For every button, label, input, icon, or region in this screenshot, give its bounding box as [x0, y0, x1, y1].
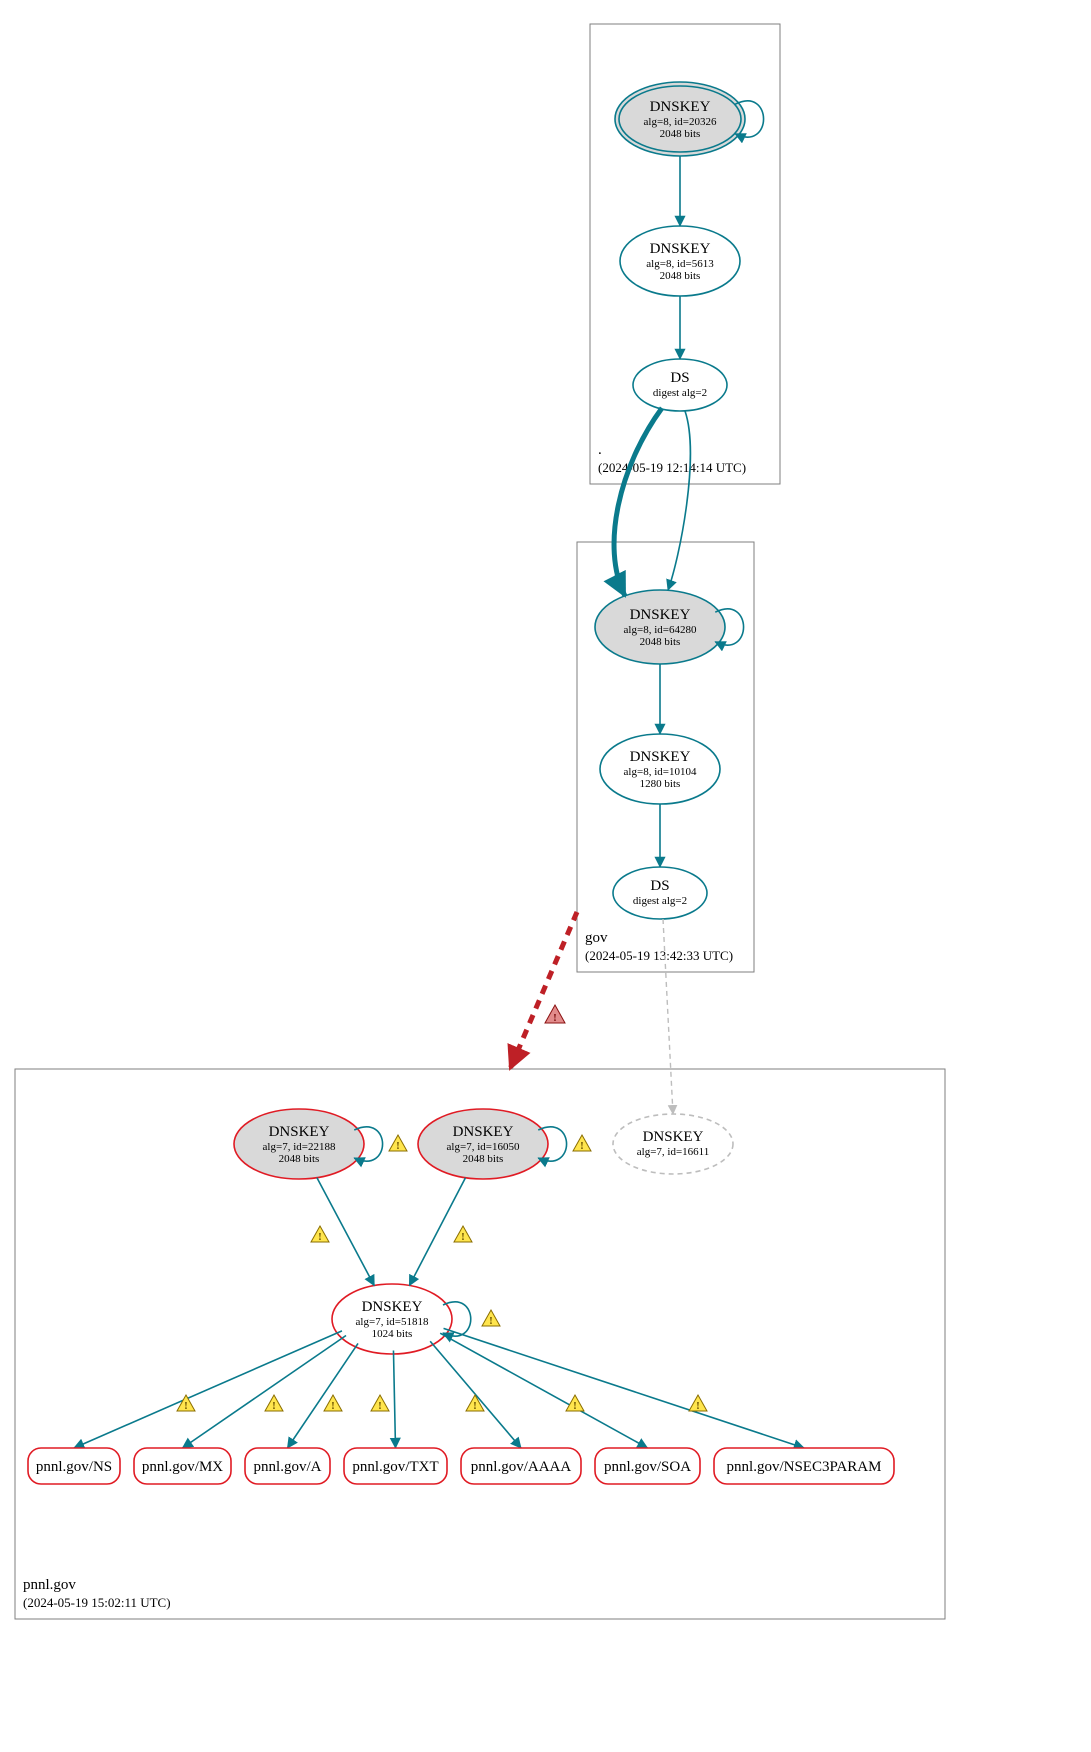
- warning-icon: !: [311, 1226, 329, 1243]
- svg-text:!: !: [331, 1400, 335, 1412]
- node-pnnl_faint: DNSKEYalg=7, id=16611: [613, 1114, 733, 1174]
- rrset: pnnl.gov/SOA: [595, 1448, 700, 1484]
- svg-text:!: !: [318, 1231, 322, 1243]
- svg-text:!: !: [378, 1400, 382, 1412]
- svg-text:DNSKEY: DNSKEY: [453, 1124, 514, 1140]
- warning-icon: !: [265, 1395, 283, 1412]
- node-root_ksk: DNSKEYalg=8, id=203262048 bits: [615, 82, 745, 156]
- edge-rrsig: [288, 1343, 359, 1448]
- svg-text:alg=7, id=16050: alg=7, id=16050: [447, 1141, 520, 1153]
- error-icon: !: [545, 1005, 565, 1024]
- warning-icon: !: [454, 1226, 472, 1243]
- node-pnnl_ksk1: DNSKEYalg=7, id=221882048 bits: [234, 1109, 364, 1179]
- svg-text:1024 bits: 1024 bits: [372, 1328, 413, 1340]
- svg-text:2048 bits: 2048 bits: [463, 1153, 504, 1165]
- node-gov_ds: DSdigest alg=2: [613, 867, 707, 919]
- svg-text:1280 bits: 1280 bits: [640, 778, 681, 790]
- svg-text:(2024-05-19 13:42:33 UTC): (2024-05-19 13:42:33 UTC): [585, 948, 733, 963]
- svg-text:pnnl.gov/MX: pnnl.gov/MX: [142, 1459, 223, 1475]
- warning-icon: !: [689, 1395, 707, 1412]
- node-gov_zsk: DNSKEYalg=8, id=101041280 bits: [600, 734, 720, 804]
- edge-rrsig: [393, 1350, 395, 1448]
- svg-text:alg=8, id=5613: alg=8, id=5613: [646, 258, 714, 270]
- svg-text:!: !: [272, 1400, 276, 1412]
- node-root_ds: DSdigest alg=2: [633, 359, 727, 411]
- rrset: pnnl.gov/NSEC3PARAM: [714, 1448, 894, 1484]
- svg-text:2048 bits: 2048 bits: [279, 1153, 320, 1165]
- svg-text:pnnl.gov/SOA: pnnl.gov/SOA: [604, 1459, 691, 1475]
- warning-icon: !: [389, 1135, 407, 1152]
- svg-text:pnnl.gov/AAAA: pnnl.gov/AAAA: [471, 1459, 572, 1475]
- svg-text:alg=8, id=64280: alg=8, id=64280: [624, 624, 697, 636]
- warning-icon: !: [466, 1395, 484, 1412]
- edge-rrsig: [183, 1336, 347, 1448]
- edge-rrsig: [430, 1341, 521, 1448]
- svg-text:pnnl.gov/NSEC3PARAM: pnnl.gov/NSEC3PARAM: [727, 1459, 882, 1475]
- svg-text:!: !: [573, 1400, 577, 1412]
- rrset: pnnl.gov/NS: [28, 1448, 120, 1484]
- edge: [317, 1178, 374, 1286]
- rrset: pnnl.gov/MX: [134, 1448, 231, 1484]
- svg-text:DNSKEY: DNSKEY: [630, 607, 691, 623]
- warning-icon: !: [177, 1395, 195, 1412]
- svg-text:.: .: [598, 442, 602, 458]
- svg-text:DNSKEY: DNSKEY: [650, 241, 711, 257]
- svg-text:DS: DS: [650, 878, 669, 894]
- svg-text:(2024-05-19 12:14:14 UTC): (2024-05-19 12:14:14 UTC): [598, 460, 746, 475]
- warning-icon: !: [371, 1395, 389, 1412]
- svg-text:pnnl.gov/NS: pnnl.gov/NS: [36, 1459, 112, 1475]
- warning-icon: !: [573, 1135, 591, 1152]
- svg-text:alg=7, id=51818: alg=7, id=51818: [356, 1316, 429, 1328]
- svg-text:2048 bits: 2048 bits: [660, 270, 701, 282]
- rrset: pnnl.gov/AAAA: [461, 1448, 581, 1484]
- svg-text:DNSKEY: DNSKEY: [269, 1124, 330, 1140]
- node-pnnl_ksk2: DNSKEYalg=7, id=160502048 bits: [418, 1109, 548, 1179]
- svg-text:pnnl.gov/A: pnnl.gov/A: [254, 1459, 322, 1475]
- svg-text:alg=8, id=10104: alg=8, id=10104: [624, 766, 697, 778]
- svg-text:digest alg=2: digest alg=2: [633, 895, 687, 907]
- svg-text:alg=7, id=22188: alg=7, id=22188: [263, 1141, 336, 1153]
- svg-text:(2024-05-19 15:02:11 UTC): (2024-05-19 15:02:11 UTC): [23, 1595, 171, 1610]
- node-gov_ksk: DNSKEYalg=8, id=642802048 bits: [595, 590, 725, 664]
- rrset: pnnl.gov/A: [245, 1448, 330, 1484]
- edge-ds-to-gov-thin: [668, 411, 690, 590]
- edge-ds-to-gov-thick: [614, 408, 662, 596]
- svg-text:DNSKEY: DNSKEY: [362, 1299, 423, 1315]
- svg-text:!: !: [396, 1140, 400, 1152]
- svg-text:!: !: [489, 1315, 493, 1327]
- node-pnnl_zsk: DNSKEYalg=7, id=518181024 bits: [332, 1284, 452, 1354]
- svg-text:gov: gov: [585, 930, 608, 946]
- warning-icon: !: [482, 1310, 500, 1327]
- svg-text:!: !: [553, 1012, 557, 1024]
- edge-rrsig: [444, 1328, 804, 1448]
- edge: [409, 1178, 465, 1286]
- node-root_zsk: DNSKEYalg=8, id=56132048 bits: [620, 226, 740, 296]
- edge-error-delegation: [510, 912, 577, 1069]
- svg-text:digest alg=2: digest alg=2: [653, 387, 707, 399]
- svg-text:DNSKEY: DNSKEY: [650, 99, 711, 115]
- svg-text:!: !: [184, 1400, 188, 1412]
- rrset: pnnl.gov/TXT: [344, 1448, 447, 1484]
- svg-text:DNSKEY: DNSKEY: [643, 1129, 704, 1145]
- svg-text:pnnl.gov/TXT: pnnl.gov/TXT: [352, 1459, 438, 1475]
- svg-text:pnnl.gov: pnnl.gov: [23, 1577, 76, 1593]
- svg-text:!: !: [473, 1400, 477, 1412]
- svg-text:alg=8, id=20326: alg=8, id=20326: [644, 116, 717, 128]
- svg-text:alg=7, id=16611: alg=7, id=16611: [637, 1146, 710, 1158]
- svg-text:DS: DS: [670, 370, 689, 386]
- svg-text:!: !: [580, 1140, 584, 1152]
- svg-text:!: !: [461, 1231, 465, 1243]
- svg-text:2048 bits: 2048 bits: [640, 636, 681, 648]
- warning-icon: !: [324, 1395, 342, 1412]
- svg-text:!: !: [696, 1400, 700, 1412]
- svg-text:2048 bits: 2048 bits: [660, 128, 701, 140]
- svg-text:DNSKEY: DNSKEY: [630, 749, 691, 765]
